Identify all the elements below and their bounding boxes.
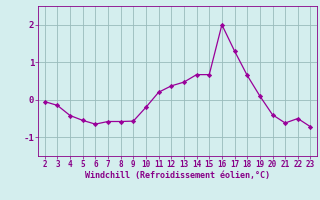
X-axis label: Windchill (Refroidissement éolien,°C): Windchill (Refroidissement éolien,°C) — [85, 171, 270, 180]
